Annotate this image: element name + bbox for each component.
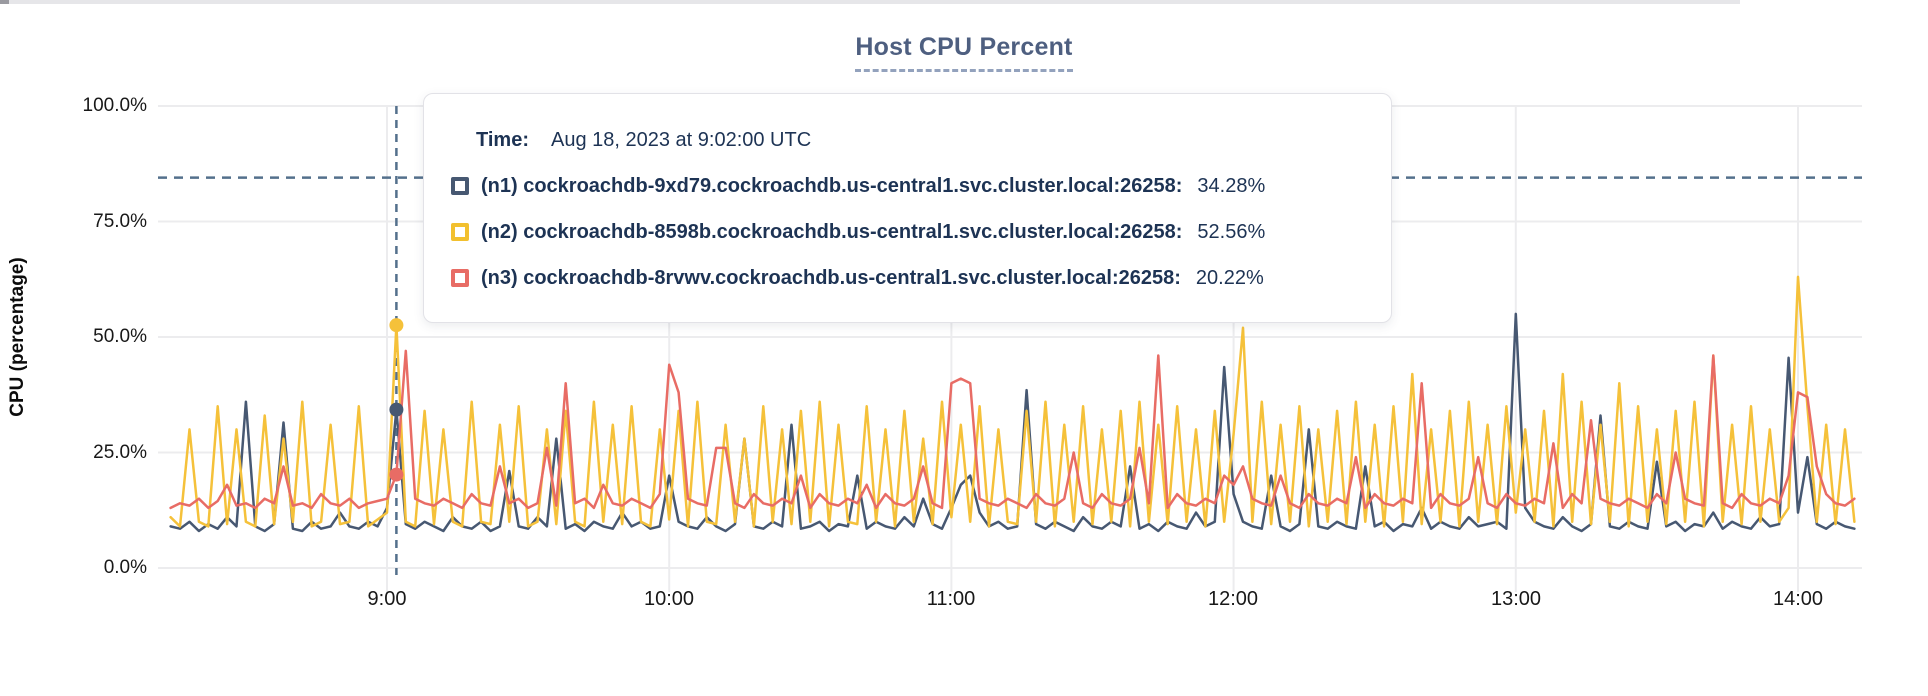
y-tick-0: 0.0% <box>103 557 147 578</box>
x-tick-13: 13:00 <box>1490 588 1542 610</box>
x-tick-10: 10:00 <box>643 588 695 610</box>
n1-series-label: (n1) cockroachdb-9xd79.cockroachdb.us-ce… <box>481 174 1183 197</box>
y-tick-75: 75.0% <box>93 211 147 232</box>
n3-series-swatch <box>451 269 469 287</box>
hover-tooltip: Time: Aug 18, 2023 at 9:02:00 UTC (n1) co… <box>423 93 1392 323</box>
tooltip-time-row: Time: Aug 18, 2023 at 9:02:00 UTC <box>476 129 1371 151</box>
chart-title[interactable]: Host CPU Percent <box>855 33 1073 72</box>
tooltip-row-n3: (n3) cockroachdb-8rvwv.cockroachdb.us-ce… <box>451 267 1371 289</box>
n2-series-label: (n2) cockroachdb-8598b.cockroachdb.us-ce… <box>481 220 1183 243</box>
n1-series-value: 34.28% <box>1197 174 1266 197</box>
n3-series-label: (n3) cockroachdb-8rvwv.cockroachdb.us-ce… <box>481 266 1181 289</box>
x-tick-11: 11:00 <box>926 588 976 610</box>
x-tick-9: 9:00 <box>367 588 407 610</box>
n1-series-swatch <box>451 177 469 195</box>
y-tick-50: 50.0% <box>93 326 147 347</box>
tooltip-time-label: Time: <box>476 129 529 151</box>
y-tick-25: 25.0% <box>93 442 147 463</box>
top-border-strip-dark-segment <box>0 0 9 4</box>
chart-title-wrap: Host CPU Percent <box>0 33 1928 72</box>
tooltip-row-n1: (n1) cockroachdb-9xd79.cockroachdb.us-ce… <box>451 175 1371 197</box>
top-border-strip <box>0 0 1740 4</box>
n3-series-value: 20.22% <box>1195 266 1264 289</box>
y-tick-100: 100.0% <box>82 95 147 116</box>
n2-series-swatch <box>451 223 469 241</box>
n2-series-value: 52.56% <box>1197 220 1266 243</box>
y-axis-title: CPU (percentage) <box>7 257 28 417</box>
tooltip-row-n2: (n2) cockroachdb-8598b.cockroachdb.us-ce… <box>451 221 1371 243</box>
tooltip-time-value: Aug 18, 2023 at 9:02:00 UTC <box>550 129 812 151</box>
x-tick-12: 12:00 <box>1207 588 1259 610</box>
x-tick-14: 14:00 <box>1772 588 1824 610</box>
